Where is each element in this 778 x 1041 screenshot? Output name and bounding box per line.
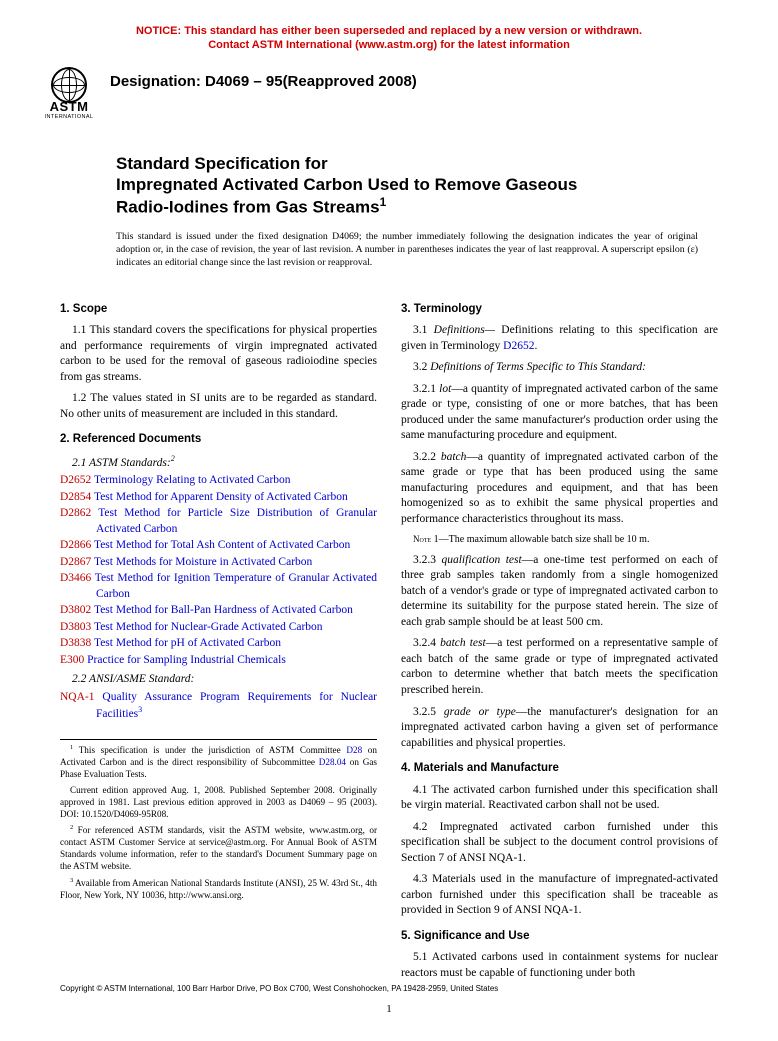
ref-d2652: D2652 Terminology Relating to Activated … — [60, 473, 377, 489]
notice-banner: NOTICE: This standard has either been su… — [60, 24, 718, 53]
ref-d2854: D2854 Test Method for Apparent Density o… — [60, 490, 377, 506]
footnote-3: 3 Available from American National Stand… — [60, 877, 377, 902]
title-block: Standard Specification for Impregnated A… — [116, 153, 718, 218]
astm-logo: ASTM INTERNATIONAL — [40, 65, 98, 123]
logo-international: INTERNATIONAL — [45, 114, 94, 120]
footnote-1: 1 This specification is under the jurisd… — [60, 744, 377, 781]
sig-5-1: 5.1 Activated carbons used in containmen… — [401, 950, 718, 981]
mat-4-3: 4.3 Materials used in the manufacture of… — [401, 872, 718, 919]
body-columns: 1. Scope 1.1 This standard covers the sp… — [60, 292, 718, 988]
mat-4-2: 4.2 Impregnated activated carbon furnish… — [401, 820, 718, 867]
notice-line1: NOTICE: This standard has either been su… — [136, 25, 642, 37]
ref-d2866: D2866 Test Method for Total Ash Content … — [60, 538, 377, 554]
right-column: 3. Terminology 3.1 Definitions— Definiti… — [401, 292, 718, 988]
term-3-2: 3.2 Definitions of Terms Specific to Thi… — [401, 360, 718, 376]
term-batch: 3.2.2 batch—a quantity of impregnated ac… — [401, 450, 718, 528]
astm-standards-subhead: 2.1 ASTM Standards:2 — [60, 454, 377, 471]
designation: Designation: D4069 – 95(Reapproved 2008) — [110, 73, 417, 90]
ref-d3803: D3803 Test Method for Nuclear-Grade Acti… — [60, 620, 377, 636]
standard-title: Standard Specification for Impregnated A… — [116, 153, 718, 218]
terminology-heading: 3. Terminology — [401, 302, 718, 318]
term-batchtest: 3.2.4 batch test—a test performed on a r… — [401, 636, 718, 698]
page: NOTICE: This standard has either been su… — [0, 0, 778, 1041]
globe-icon — [51, 67, 87, 103]
ref-d2867: D2867 Test Methods for Moisture in Activ… — [60, 555, 377, 571]
ref-nqa1: NQA-1 Quality Assurance Program Requirem… — [60, 690, 377, 723]
copyright: Copyright © ASTM International, 100 Barr… — [60, 984, 498, 993]
ref-d2862: D2862 Test Method for Particle Size Dist… — [60, 506, 377, 537]
page-number: 1 — [386, 1003, 392, 1015]
ref-d3466: D3466 Test Method for Ignition Temperatu… — [60, 571, 377, 602]
refdocs-heading: 2. Referenced Documents — [60, 432, 377, 448]
issuance-note: This standard is issued under the fixed … — [116, 230, 698, 270]
ref-e300: E300 Practice for Sampling Industrial Ch… — [60, 653, 377, 669]
left-column: 1. Scope 1.1 This standard covers the sp… — [60, 292, 377, 988]
scope-1-1: 1.1 This standard covers the specificati… — [60, 323, 377, 385]
significance-heading: 5. Significance and Use — [401, 929, 718, 945]
note-1: Note 1—The maximum allowable batch size … — [401, 533, 718, 547]
ref-d3802: D3802 Test Method for Ball-Pan Hardness … — [60, 603, 377, 619]
mat-4-1: 4.1 The activated carbon furnished under… — [401, 783, 718, 814]
term-qualtest: 3.2.3 qualification test—a one-time test… — [401, 553, 718, 631]
footnote-2: 2 For referenced ASTM standards, visit t… — [60, 824, 377, 873]
term-3-1: 3.1 Definitions— Definitions relating to… — [401, 323, 718, 354]
ansi-standards-subhead: 2.2 ANSI/ASME Standard: — [60, 672, 377, 688]
footnote-1b: Current edition approved Aug. 1, 2008. P… — [60, 785, 377, 821]
term-grade: 3.2.5 grade or type—the manufacturer's d… — [401, 705, 718, 752]
footnotes: 1 This specification is under the jurisd… — [60, 739, 377, 903]
scope-heading: 1. Scope — [60, 302, 377, 318]
header-row: ASTM INTERNATIONAL Designation: D4069 – … — [40, 65, 718, 123]
notice-line2: Contact ASTM International (www.astm.org… — [208, 39, 570, 51]
materials-heading: 4. Materials and Manufacture — [401, 761, 718, 777]
term-lot: 3.2.1 lot—a quantity of impregnated acti… — [401, 382, 718, 444]
scope-1-2: 1.2 The values stated in SI units are to… — [60, 391, 377, 422]
ref-d3838: D3838 Test Method for pH of Activated Ca… — [60, 636, 377, 652]
